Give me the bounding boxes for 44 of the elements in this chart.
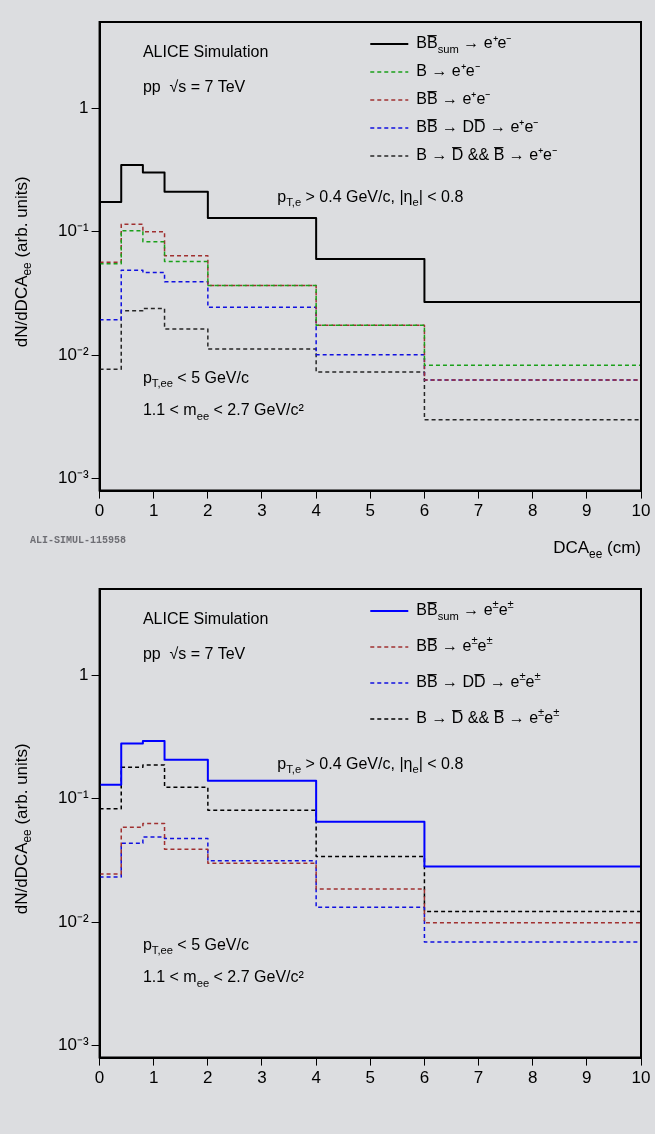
x-tick-label: 3 [257, 1068, 267, 1088]
x-tick-label: 4 [311, 501, 321, 521]
y-tick-label: 1 [79, 97, 89, 117]
x-tick-label: 2 [203, 1068, 213, 1088]
legend-label: BB̅ → e±e± [416, 634, 493, 655]
x-tick-label: 8 [527, 1068, 538, 1088]
text: ALI-SIMUL-115958 [30, 535, 127, 547]
x-tick-label: 8 [527, 501, 538, 521]
y-axis-title: dN/dDCAee (arb. units) [11, 743, 35, 915]
x-tick-label: 5 [365, 501, 376, 521]
x-tick-label: 10 [631, 501, 651, 521]
y-tick-label: 10⁻² [57, 911, 89, 931]
x-tick-label: 3 [257, 501, 267, 521]
x-tick-label: 5 [365, 1068, 376, 1088]
legend-label: BB̅ → DD̅ → e⁺e⁻ [416, 118, 539, 136]
annotation: pp √s = 7 TeV [142, 645, 246, 663]
annotation: ALICE Simulation [142, 609, 269, 627]
x-tick-label: 6 [419, 501, 430, 521]
x-tick-label: 0 [94, 1068, 105, 1088]
x-tick-label: 7 [473, 501, 484, 521]
y-tick-label: 10⁻³ [57, 468, 89, 488]
y-tick-label: 10⁻¹ [57, 221, 89, 241]
annotation: ALICE Simulation [142, 42, 269, 60]
x-tick-label: 7 [473, 1068, 484, 1088]
y-axis-title: dN/dDCAee (arb. units) [11, 176, 35, 348]
legend-label: BB̅ → DD̅ → e±e± [416, 670, 541, 691]
x-tick-label: 10 [631, 1068, 651, 1088]
x-tick-label: 0 [94, 501, 105, 521]
x-tick-label: 1 [148, 501, 159, 521]
legend-label: B → D̅ && B̅ → e±e± [416, 706, 560, 727]
annotation: pp √s = 7 TeV [142, 78, 246, 96]
y-tick-label: 10⁻¹ [57, 788, 89, 808]
legend-label: BB̅ → e⁺e⁻ [416, 90, 491, 108]
legend-label: B → e⁺e⁻ [416, 62, 480, 80]
x-tick-label: 9 [582, 1068, 592, 1088]
y-tick-label: 10⁻³ [57, 1035, 89, 1055]
y-tick-label: 1 [79, 664, 89, 684]
x-tick-label: 1 [148, 1068, 159, 1088]
x-tick-label: 4 [311, 1068, 321, 1088]
x-tick-label: 2 [203, 501, 213, 521]
x-tick-label: 9 [582, 501, 592, 521]
y-tick-label: 10⁻² [57, 344, 89, 364]
legend-label: B → D̅ && B̅ → e⁺e⁻ [416, 146, 557, 164]
x-tick-label: 6 [419, 1068, 430, 1088]
